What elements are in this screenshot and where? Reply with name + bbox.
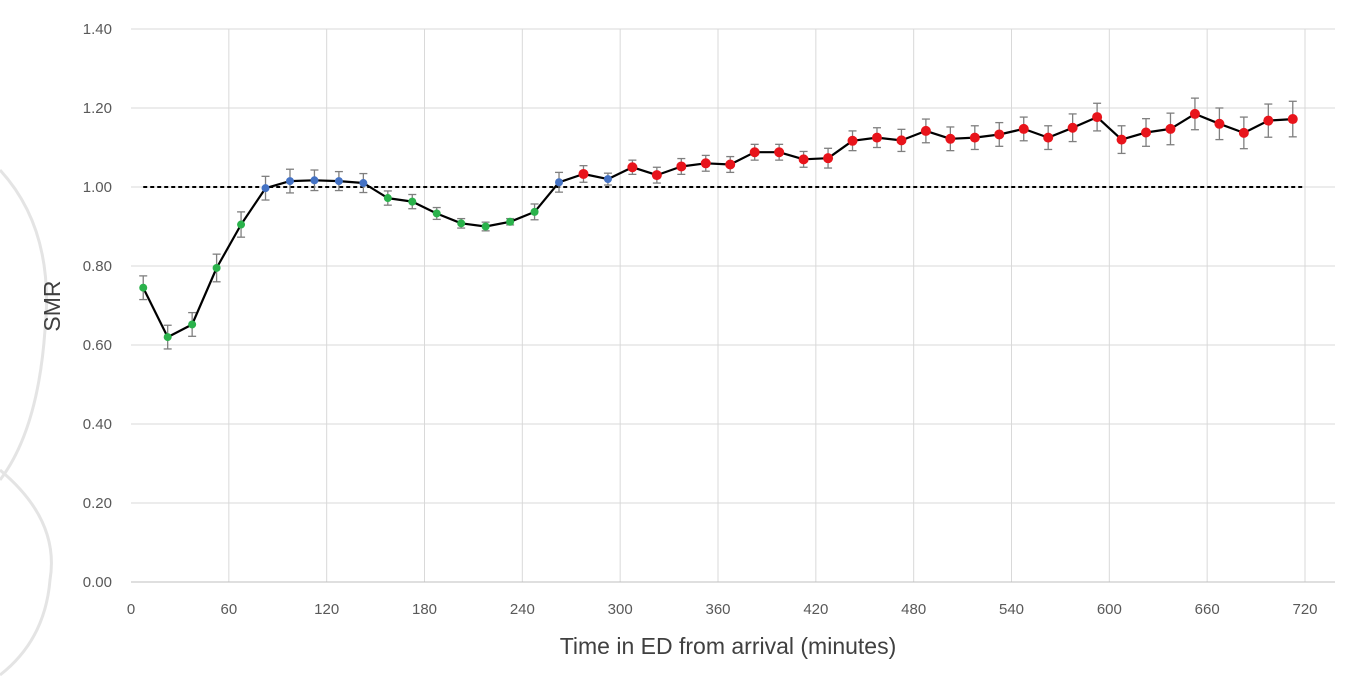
data-point xyxy=(1189,108,1200,119)
x-tick-label: 660 xyxy=(1195,601,1220,618)
x-tick-label: 60 xyxy=(220,601,237,618)
data-point xyxy=(1214,118,1225,129)
data-point xyxy=(749,147,760,158)
data-point xyxy=(1043,132,1054,143)
smr-series-line xyxy=(142,112,1293,339)
data-point xyxy=(334,177,343,186)
data-point xyxy=(1018,123,1029,134)
data-point xyxy=(676,161,687,172)
data-point xyxy=(651,170,662,181)
data-point xyxy=(163,333,172,342)
data-point xyxy=(1141,127,1152,138)
x-axis-title: Time in ED from arrival (minutes) xyxy=(560,633,897,659)
data-point xyxy=(261,184,270,193)
x-tick-label: 480 xyxy=(901,601,926,618)
data-point xyxy=(969,132,980,143)
data-point xyxy=(139,283,148,292)
data-point xyxy=(359,179,368,188)
data-point xyxy=(627,162,638,173)
data-points xyxy=(139,108,1298,342)
y-axis-ticks: 0.00 0.20 0.40 0.60 0.80 1.00 1.20 1.40 xyxy=(83,21,112,591)
data-point xyxy=(285,177,294,186)
data-point xyxy=(1067,122,1078,133)
x-tick-label: 120 xyxy=(314,601,339,618)
y-tick-label: 0.80 xyxy=(83,258,112,275)
data-point xyxy=(310,176,319,185)
data-point xyxy=(1165,123,1176,134)
y-axis-title: SMR xyxy=(39,280,65,331)
data-point xyxy=(530,207,539,216)
y-tick-label: 0.20 xyxy=(83,495,112,512)
y-tick-label: 1.00 xyxy=(83,179,112,196)
data-point xyxy=(871,132,882,143)
data-point xyxy=(896,135,907,146)
data-point xyxy=(432,209,441,218)
gridlines xyxy=(131,28,1335,582)
data-point xyxy=(725,159,736,170)
x-tick-label: 180 xyxy=(412,601,437,618)
data-point xyxy=(578,168,589,179)
data-point xyxy=(555,178,564,187)
data-point xyxy=(920,125,931,136)
x-tick-label: 360 xyxy=(705,601,730,618)
data-point xyxy=(506,217,515,226)
y-tick-label: 1.20 xyxy=(83,100,112,117)
data-point xyxy=(1238,127,1249,138)
x-axis-ticks: 0 60 120 180 240 300 360 420 480 540 600 660 720 xyxy=(127,601,1318,618)
watermark-decoration xyxy=(0,168,53,677)
data-point xyxy=(798,154,809,165)
data-point xyxy=(1287,114,1298,125)
data-point xyxy=(700,158,711,169)
y-tick-label: 0.60 xyxy=(83,337,112,354)
data-point xyxy=(1263,115,1274,126)
x-tick-label: 600 xyxy=(1097,601,1122,618)
data-point xyxy=(847,135,858,146)
x-tick-label: 0 xyxy=(127,601,135,618)
x-tick-label: 420 xyxy=(803,601,828,618)
data-point xyxy=(945,133,956,144)
data-point xyxy=(237,220,246,229)
series-line xyxy=(142,112,1293,339)
x-tick-label: 300 xyxy=(608,601,633,618)
data-point xyxy=(212,263,221,272)
data-point xyxy=(1116,134,1127,145)
data-point xyxy=(408,197,417,206)
data-point xyxy=(774,147,785,158)
data-point xyxy=(481,222,490,231)
data-point xyxy=(603,175,612,184)
x-tick-label: 540 xyxy=(999,601,1024,618)
data-point xyxy=(188,320,197,329)
x-tick-label: 720 xyxy=(1292,601,1317,618)
y-tick-label: 1.40 xyxy=(83,21,112,38)
y-tick-label: 0.00 xyxy=(83,574,112,591)
data-point xyxy=(823,153,834,164)
data-point xyxy=(457,219,466,228)
data-point xyxy=(383,194,392,203)
data-point xyxy=(1092,112,1103,123)
x-tick-label: 240 xyxy=(510,601,535,618)
data-point xyxy=(994,129,1005,140)
y-tick-label: 0.40 xyxy=(83,416,112,433)
